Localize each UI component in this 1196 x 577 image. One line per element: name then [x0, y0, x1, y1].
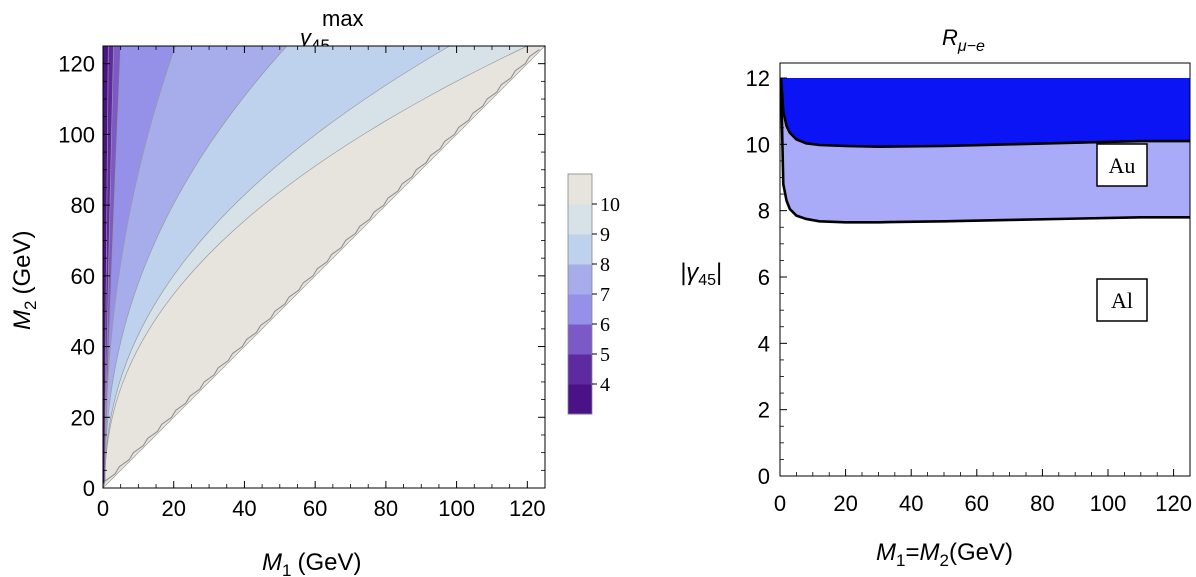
colorbar-label: 5: [600, 344, 610, 366]
right-plot-border: [779, 62, 1191, 477]
label-box-al: [1096, 278, 1148, 322]
left-xlabel-sub: 1: [282, 561, 291, 577]
left-x-ticks: 0 20 40 60 80 100 120: [97, 46, 546, 521]
left-frame: [102, 45, 546, 489]
contour-region: [102, 45, 288, 489]
y-tick-label: 100: [58, 122, 95, 147]
contour-regions: [102, 45, 546, 489]
x-tick-label: 100: [438, 496, 475, 521]
x-tick-label: 120: [1155, 491, 1192, 516]
left-title-superscript: max: [322, 6, 364, 31]
y-tick-label: 8: [758, 199, 770, 224]
y-tick-label: 20: [71, 405, 95, 430]
x-tick-label: 40: [899, 491, 923, 516]
colorbar-segment: [568, 294, 592, 325]
y-tick-label: 2: [758, 398, 770, 423]
left-contour-panel: γ 4 5 max 0 20 40 60 80 100 120 0 20 40 60 80 100 1 2 0 …: [9, 6, 620, 577]
y-tick-label: 6: [758, 265, 770, 290]
label-au: Au: [1109, 153, 1136, 178]
x-tick-label: 80: [374, 496, 398, 521]
x-tick-label: 120: [509, 496, 546, 521]
label-al: Al: [1111, 288, 1133, 313]
left-y-ticks: 0 20 40 60 80 100 120: [58, 45, 545, 501]
right-title-main: R: [942, 25, 958, 50]
right-xlabel-m2: M: [919, 539, 939, 566]
left-ylabel-unit: (GeV): [9, 231, 36, 295]
left-y-axis-label: M2 (GeV): [9, 231, 40, 330]
x-tick-label: 100: [1090, 491, 1127, 516]
label-box-au: [1096, 143, 1148, 187]
colorbar-segment: [568, 204, 592, 235]
left-title-main: γ: [300, 25, 313, 50]
x-tick-label: 60: [965, 491, 989, 516]
x-tick-label: 20: [833, 491, 857, 516]
colorbar-segment: [568, 264, 592, 295]
right-xlabel-sub1: 1: [896, 551, 905, 570]
area-series: [779, 77, 1190, 224]
left-x-axis-label: M1 (GeV): [262, 549, 361, 577]
left-xlabel-unit: (GeV): [297, 549, 361, 576]
right-xlabel-unit: (GeV): [949, 539, 1013, 566]
colorbar-segment: [568, 354, 592, 385]
colorbar-label: 8: [600, 254, 610, 276]
x-tick-label: 0: [774, 491, 786, 516]
right-xlabel-sub2: 2: [939, 551, 948, 570]
area-au: [780, 78, 1190, 147]
right-title: Rμ−e: [942, 25, 985, 55]
right-x-ticks: 0 20 40 60 80 100 120: [774, 469, 1192, 516]
left-ylabel-var: M: [9, 310, 36, 330]
x-tick-label: 40: [232, 496, 256, 521]
y-tick-label: 12: [746, 66, 770, 91]
colorbar-segment: [568, 384, 592, 415]
right-title-sub: μ−e: [957, 38, 985, 55]
boundary-line-al: [779, 77, 1190, 224]
y-tick-label: 80: [71, 193, 95, 218]
y-tick-label: 4: [758, 331, 770, 356]
y-tick-label: 10: [746, 132, 770, 157]
colorbar: 4 5 6 7 8 9 10: [567, 173, 620, 415]
right-xlabel-m1: M: [876, 539, 896, 566]
colorbar-segment: [568, 174, 592, 205]
x-tick-label: 20: [161, 496, 185, 521]
right-ylabel-sub: 45: [698, 272, 716, 289]
right-y-axis-label: |γ45|: [680, 259, 722, 289]
colorbar-label: 7: [600, 284, 610, 306]
colorbar-segment: [568, 234, 592, 265]
right-ylabel-bar: |: [716, 259, 722, 286]
right-y-ticks: 0 2 4 6 8 10 12: [746, 66, 787, 489]
right-x-axis-label: M1=M2(GeV): [876, 539, 1013, 570]
x-tick-label: 0: [97, 496, 109, 521]
colorbar-label: 9: [600, 224, 610, 246]
y-tick-label: 40: [71, 335, 95, 360]
diagonal-edge: [102, 49, 540, 489]
colorbar-label: 4: [600, 374, 610, 396]
left-xlabel-var: M: [262, 549, 282, 576]
colorbar-label: 6: [600, 314, 610, 336]
x-tick-label: 60: [303, 496, 327, 521]
colorbar-label: 10: [600, 194, 620, 216]
series-annotations: Au Al: [1096, 143, 1148, 322]
y-tick-label: 0: [758, 464, 770, 489]
x-tick-label: 80: [1030, 491, 1054, 516]
y-tick-label: 120: [58, 52, 95, 77]
left-ylabel-sub: 2: [21, 301, 40, 310]
boundary-line-au: [779, 77, 1190, 148]
right-frame: [779, 62, 1191, 477]
right-xlabel-eq: =: [905, 539, 919, 566]
right-ylabel-main: |γ: [680, 259, 700, 286]
colorbar-segment: [568, 324, 592, 355]
y-tick-label: 60: [71, 264, 95, 289]
y-tick-label: 0: [83, 476, 95, 501]
left-plot-border: [102, 45, 546, 489]
